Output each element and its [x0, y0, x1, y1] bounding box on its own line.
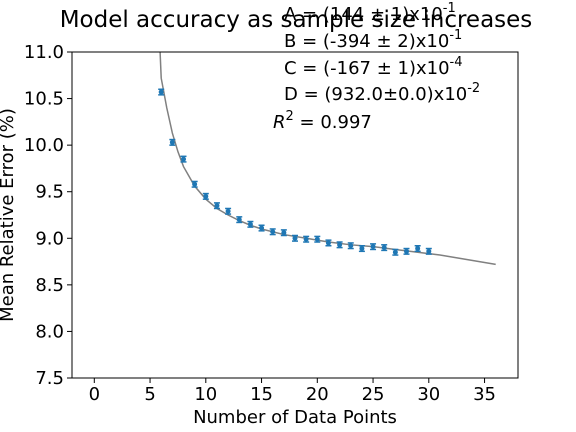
x-tick-label: 25: [362, 384, 385, 405]
point-marker: [158, 89, 164, 95]
x-tick-label: 35: [473, 384, 496, 405]
annotation-c-text: C = (-167 ± 1)x10: [284, 58, 450, 79]
data-point: [258, 224, 265, 232]
data-point: [247, 220, 254, 228]
point-marker: [247, 221, 253, 227]
data-point: [225, 207, 232, 215]
point-marker: [192, 181, 198, 187]
plot-frame: [71, 51, 519, 379]
data-point: [392, 248, 399, 256]
data-point: [180, 155, 187, 163]
y-tick-label: 7.5: [35, 368, 64, 389]
point-marker: [203, 193, 209, 199]
point-marker: [337, 242, 343, 248]
data-point: [303, 235, 310, 243]
y-tick-label: 8.0: [35, 321, 64, 342]
data-point: [191, 180, 198, 188]
point-marker: [259, 225, 265, 231]
data-point: [403, 247, 410, 255]
data-point: [202, 192, 209, 200]
point-marker: [392, 249, 398, 255]
y-axis-label: Mean Relative Error (%): [0, 108, 18, 322]
r-squared-base: R: [273, 112, 286, 133]
data-point: [292, 234, 298, 242]
annotation-d: D = (932.0±0.0)x10-2: [284, 81, 480, 105]
data-point: [381, 244, 388, 252]
data-point: [370, 243, 377, 251]
point-marker: [303, 236, 309, 242]
annotation-b: B = (-394 ± 2)x10-1: [284, 28, 462, 52]
point-marker: [292, 235, 298, 241]
point-marker: [426, 248, 432, 254]
plot-area: [158, 52, 496, 266]
data-point: [336, 241, 343, 249]
point-marker: [281, 230, 287, 236]
point-marker: [370, 244, 376, 250]
data-point: [325, 239, 332, 247]
point-marker: [415, 246, 421, 252]
y-tick-label: 9.5: [35, 182, 64, 203]
annotation-a: A = (144 ± 1)x10-1: [284, 1, 456, 25]
annotation-b-text: B = (-394 ± 2)x10: [284, 31, 449, 52]
data-point: [236, 216, 243, 224]
data-point: [169, 138, 176, 146]
x-tick-label: 15: [250, 384, 273, 405]
annotation-r-squared: R2 = 0.997: [273, 109, 372, 133]
data-point: [358, 244, 365, 253]
point-marker: [359, 246, 365, 252]
y-tick-label: 11.0: [24, 42, 64, 63]
data-point: [314, 235, 321, 243]
x-tick-label: 5: [144, 384, 155, 405]
annotation-c-exponent: -4: [450, 55, 463, 70]
point-marker: [225, 208, 231, 214]
annotation-d-text: D = (932.0±0.0)x10: [284, 84, 467, 105]
chart-title: Model accuracy as sample size increases: [60, 7, 533, 33]
annotation-a-text: A = (144 ± 1)x10: [284, 4, 443, 25]
point-marker: [270, 229, 276, 235]
annotation-c: C = (-167 ± 1)x10-4: [284, 55, 463, 79]
y-tick-label: 8.5: [35, 275, 64, 296]
annotation-b-exponent: -1: [449, 28, 462, 43]
y-tick-label: 10.0: [24, 135, 64, 156]
x-tick-label: 0: [89, 384, 100, 405]
point-marker: [404, 248, 409, 254]
x-tick-label: 20: [306, 384, 329, 405]
data-point: [158, 88, 165, 96]
point-marker: [169, 139, 175, 145]
annotation-a-exponent: -1: [443, 1, 456, 16]
x-tick-label: 10: [194, 384, 217, 405]
fit-annotations: A = (144 ± 1)x10-1 B = (-394 ± 2)x10-1 C…: [273, 1, 480, 133]
axis-layer: 0 5 10 15 20 25 30 35 7.5 8.0 8.5 9.0 9.5 10.0 10.5 11.…: [24, 42, 496, 405]
point-marker: [181, 156, 186, 162]
r-squared-exponent: 2: [286, 109, 294, 124]
fit-curve: [159, 52, 496, 266]
y-tick-label: 10.5: [24, 89, 64, 110]
plot-layer: [158, 52, 496, 266]
data-point: [280, 229, 287, 237]
point-marker: [348, 243, 354, 249]
x-axis-label: Number of Data Points: [193, 407, 397, 428]
data-point: [269, 228, 276, 236]
point-marker: [381, 245, 387, 251]
point-marker: [325, 240, 331, 246]
point-marker: [236, 217, 242, 223]
data-point: [213, 202, 220, 210]
y-tick-label: 9.0: [35, 228, 64, 249]
data-point: [347, 242, 354, 250]
point-marker: [214, 203, 220, 209]
point-marker: [314, 236, 320, 242]
r-squared-value: = 0.997: [294, 112, 372, 133]
annotation-d-exponent: -2: [467, 81, 480, 96]
x-tick-label: 30: [417, 384, 440, 405]
data-point: [414, 244, 421, 253]
data-point: [425, 247, 432, 255]
